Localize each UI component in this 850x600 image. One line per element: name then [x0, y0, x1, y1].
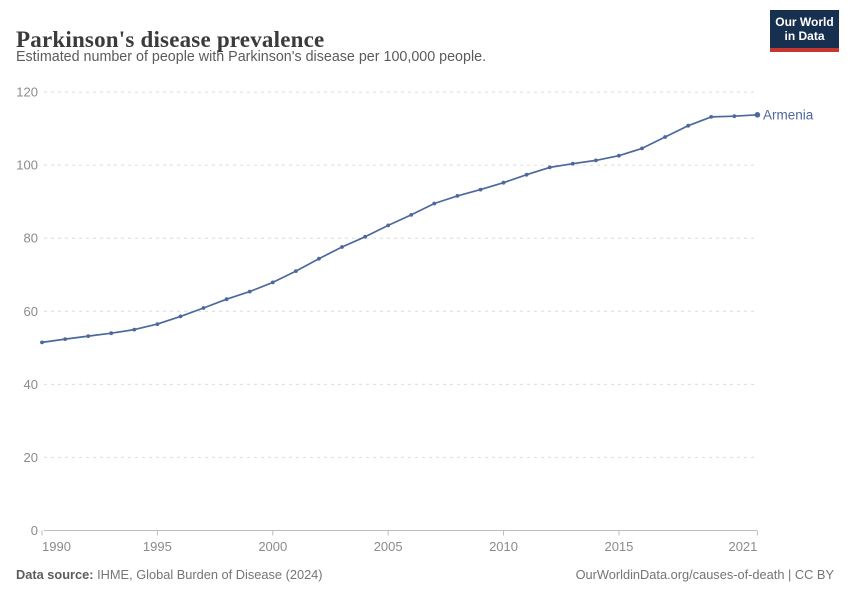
data-point: [155, 322, 160, 326]
x-axis-tick-label: 2005: [374, 539, 403, 554]
data-point: [178, 314, 183, 319]
data-point: [547, 165, 552, 170]
data-point: [317, 256, 321, 261]
data-point: [640, 146, 644, 151]
data-source-label: Data source:: [16, 567, 94, 582]
data-point: [40, 340, 44, 345]
data-point: [478, 187, 483, 192]
x-axis-tick-label: 1995: [143, 539, 172, 554]
owid-logo-line1: Our World: [775, 15, 834, 29]
data-point: [663, 135, 667, 139]
y-axis-tick-label: 40: [24, 377, 38, 392]
data-point: [570, 161, 575, 166]
data-point: [294, 269, 298, 273]
data-point: [409, 213, 414, 217]
data-point: [363, 234, 367, 239]
data-point: [340, 245, 344, 249]
x-axis-tick-label: 1990: [42, 539, 71, 554]
owid-url-license[interactable]: OurWorldinData.org/causes-of-death | CC …: [575, 567, 834, 582]
data-point: [132, 327, 137, 332]
chart-subtitle: Estimated number of people with Parkinso…: [16, 49, 487, 65]
data-point: [754, 112, 761, 118]
series-label-armenia[interactable]: Armenia: [763, 107, 814, 122]
data-point: [224, 297, 229, 302]
x-axis-tick-label: 2015: [604, 539, 633, 554]
chart-footer: Data source: IHME, Global Burden of Dise…: [0, 567, 850, 582]
data-point: [109, 331, 114, 336]
data-point: [432, 201, 437, 206]
data-point: [709, 115, 714, 119]
data-point: [270, 280, 275, 285]
owid-logo-line2: in Data: [784, 29, 825, 43]
y-axis-tick-label: 100: [16, 158, 38, 173]
y-axis-tick-label: 20: [24, 450, 38, 465]
y-axis-tick-label: 0: [31, 523, 38, 538]
data-point: [501, 180, 506, 185]
data-point: [732, 114, 737, 119]
data-point: [524, 172, 529, 177]
data-point: [455, 194, 460, 198]
data-source-text: IHME, Global Burden of Disease (2024): [93, 567, 323, 582]
chart-title: Parkinson's disease prevalence: [16, 27, 325, 53]
data-line-armenia: [41, 113, 758, 344]
x-axis-tick-label: 2000: [258, 539, 287, 554]
y-axis-tick-label: 60: [24, 304, 38, 319]
y-axis-tick-label: 80: [24, 231, 38, 246]
y-axis-tick-label: 120: [16, 85, 38, 100]
x-axis-tick-label: 2010: [489, 539, 518, 554]
data-point: [63, 337, 67, 341]
data-point: [386, 223, 391, 228]
data-point: [247, 289, 252, 294]
data-source-note: Data source: IHME, Global Burden of Dise…: [16, 567, 323, 582]
data-point: [86, 334, 91, 338]
owid-logo[interactable]: Our World in Data: [770, 10, 839, 52]
data-point: [686, 123, 691, 128]
data-point: [617, 153, 621, 158]
data-point: [201, 306, 206, 310]
x-axis-tick-label: 2021: [728, 539, 757, 554]
data-point: [594, 158, 598, 163]
